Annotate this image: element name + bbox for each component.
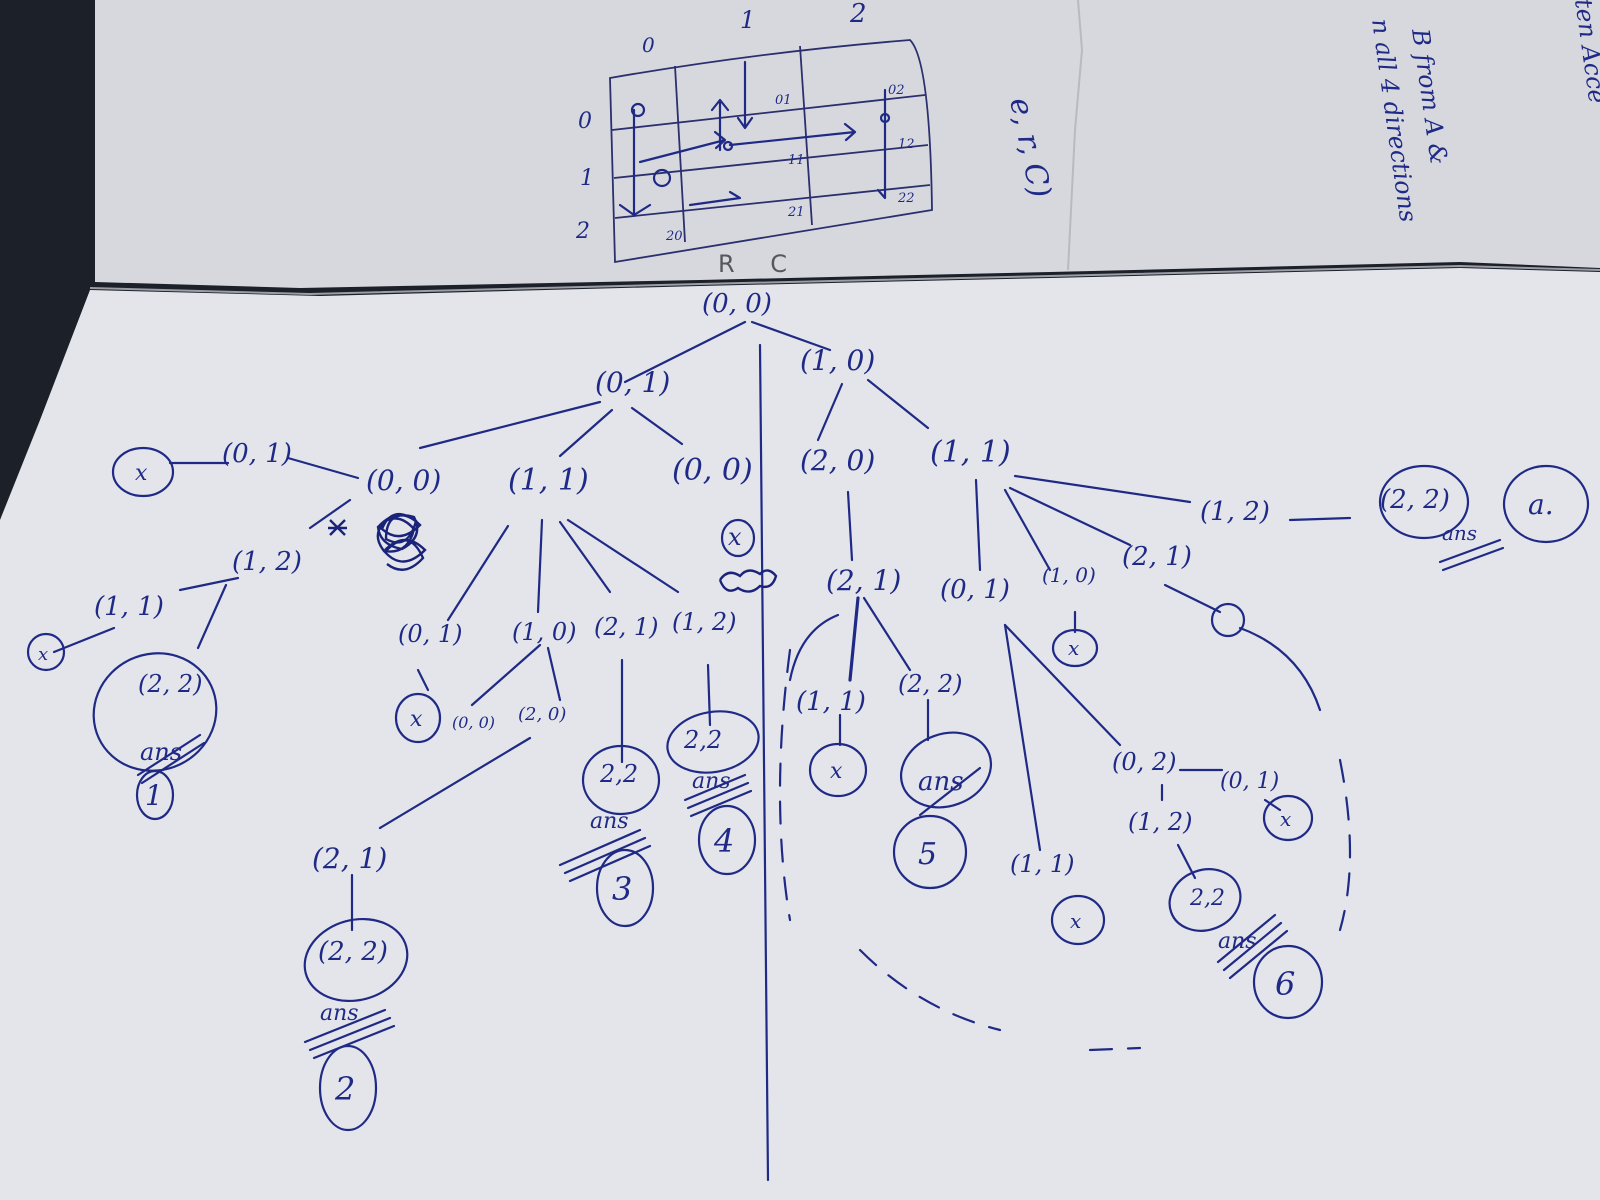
cross-mark-far-left: x (135, 461, 148, 486)
node-right-deep-3: (1, 1) (1010, 850, 1075, 878)
page-edge (89, 264, 1600, 296)
answer-node-mid-1: 2,2 (683, 726, 722, 754)
col-header-0: 0 (642, 33, 655, 57)
node-right-deep-0: (0, 2) (1112, 748, 1177, 776)
upper-page-margin-line (1067, 0, 1084, 271)
node-mid-grandchild-1: (2, 0) (518, 704, 566, 725)
node-right-2-0: (0, 1) (940, 575, 1010, 605)
cross-mark-right-deep-2: x (1280, 807, 1291, 831)
ans-label-right-sub: ans (918, 767, 964, 797)
cell-label-21: 21 (787, 205, 805, 220)
node-left-child-2: (0, 0) (672, 453, 753, 488)
node-right-deep-1: (0, 1) (1220, 769, 1279, 794)
cross-mark-center: x (728, 523, 742, 551)
node-right-deep-2: (1, 2) (1128, 808, 1193, 836)
node-circles (26, 446, 1590, 1132)
cell-label-11: 11 (788, 153, 805, 168)
cross-mark-right-2: x (1068, 636, 1079, 660)
dashed-enclosure (778, 648, 1352, 1052)
node-right-child-0: (2, 0) (800, 444, 875, 477)
root-node: (0, 0) (702, 289, 772, 319)
answer-count-2: 2 (334, 1070, 355, 1108)
cell-label-12: 12 (898, 137, 915, 152)
node-far-left-2: (1, 1) (94, 592, 164, 622)
row-header-0: 0 (578, 109, 592, 134)
lower-page (0, 268, 1600, 1200)
cross-mark-right-sub: x (830, 759, 843, 784)
col-header-1: 1 (740, 6, 755, 34)
node-left-child-1: (1, 1) (508, 463, 589, 498)
cross-marks: x x x x x x x x (38, 461, 1291, 933)
node-mid-0: (0, 1) (398, 620, 463, 648)
row-header-2: 2 (575, 219, 590, 244)
answer-count-5: 5 (918, 837, 937, 872)
node-left: (0, 1) (595, 366, 670, 399)
tree-nodes: (0, 0) (0, 1) (1, 0) (0, 0) (1, 1) (0, 0… (94, 289, 1450, 967)
final-label: a. (1528, 488, 1554, 521)
answer-count-6: 6 (1275, 965, 1295, 1003)
ans-label-far-right: ans (1442, 521, 1477, 545)
col-header-2: 2 (849, 0, 867, 29)
grid-caption: R C (718, 250, 801, 278)
answer-labels: ans ans ans ans ans ans ans (136, 521, 1505, 1060)
cell-label-02: 02 (888, 83, 905, 98)
answer-node-mid-0: 2,2 (599, 760, 638, 788)
grid-headers: 0 1 2 0 1 2 01 02 11 12 21 22 20 R C (575, 0, 915, 278)
cell-label-22: 22 (897, 191, 915, 206)
node-mid-3: (1, 2) (672, 608, 737, 636)
row-header-1: 1 (580, 166, 594, 191)
node-mid-2: (2, 1) (594, 613, 659, 641)
node-far-left-1: (1, 2) (232, 547, 302, 577)
node-right-2-3: (1, 2) (1200, 497, 1270, 527)
node-right-sub-1: (1, 1) (796, 687, 866, 717)
answer-count-1: 1 (145, 779, 163, 812)
node-deep-0: (2, 1) (312, 842, 387, 875)
ans-label-deep: ans (320, 1001, 359, 1026)
node-right-2-2: (2, 1) (1122, 542, 1192, 572)
cross-mark-mid: x (410, 707, 423, 732)
ans-label-mid-1: ans (692, 769, 731, 794)
tree-edges (52, 320, 1352, 1182)
node-right: (1, 0) (800, 344, 875, 377)
cell-label-01: 01 (775, 93, 792, 108)
node-far-left-0: (0, 1) (222, 439, 292, 469)
node-right-sub-2: (2, 2) (898, 670, 963, 698)
node-right-2-4: (2, 2) (1380, 485, 1450, 515)
node-far-left-3: (2, 2) (138, 670, 203, 698)
node-right-2-1: (1, 0) (1042, 563, 1096, 587)
node-deep-1: (2, 2) (318, 937, 388, 967)
cross-mark-right-deep: x (1070, 909, 1081, 933)
upper-page (95, 0, 1600, 288)
ans-label-mid-0: ans (590, 809, 629, 834)
cross-mark-left: x (38, 644, 48, 665)
node-left-child-0: (0, 0) (366, 464, 441, 497)
ans-label-right-deep: ans (1218, 929, 1257, 954)
node-right-sub-0: (2, 1) (826, 564, 901, 597)
node-mid-1: (1, 0) (512, 618, 577, 646)
answer-count-4: 4 (713, 822, 734, 860)
grid-sketch (609, 39, 933, 264)
scribbled-nodes (328, 512, 778, 593)
node-right-child-1: (1, 1) (930, 435, 1011, 470)
answer-count-3: 3 (612, 870, 632, 908)
answer-counts: 1 2 3 4 5 6 a. (145, 488, 1554, 1108)
cell-label-20: 20 (665, 229, 683, 244)
answer-node-right-deep: 2,2 (1189, 886, 1225, 911)
node-mid-grandchild-0: (0, 0) (452, 713, 495, 732)
